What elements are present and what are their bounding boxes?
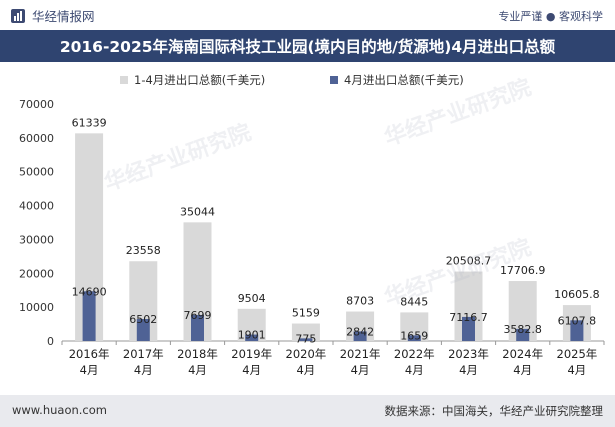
data-label-april: 1659 xyxy=(400,329,428,342)
bar-total xyxy=(291,323,320,341)
brand[interactable]: 华经情报网 xyxy=(10,6,95,25)
data-label-total: 5159 xyxy=(292,307,320,320)
y-tick-label: 30000 xyxy=(19,233,54,246)
data-label-april: 7116.7 xyxy=(449,311,488,324)
y-tick-label: 20000 xyxy=(19,267,54,280)
data-label-total: 35044 xyxy=(180,205,215,218)
data-label-april: 775 xyxy=(295,332,316,345)
bar-chart: 1-4月进出口总额(千美元) 4月进出口总额(千美元) 0 10000 20000 300… xyxy=(19,73,605,377)
legend-label-0: 1-4月进出口总额(千美元) xyxy=(134,73,265,87)
bar-april xyxy=(353,331,367,341)
brand-logo-icon xyxy=(11,8,25,23)
y-tick-label: 50000 xyxy=(19,166,54,179)
footer: www.huaon.com 数据来源：中国海关，华经产业研究院整理 xyxy=(0,395,615,427)
data-label-april: 7699 xyxy=(184,309,212,322)
bar-april xyxy=(82,291,96,341)
data-label-april: 6107.8 xyxy=(558,314,597,327)
y-tick-label: 70000 xyxy=(19,98,54,111)
legend-swatch-1 xyxy=(330,76,338,84)
brand-name: 华经情报网 xyxy=(32,9,95,24)
bar-april xyxy=(407,335,421,341)
data-label-april: 1901 xyxy=(238,329,266,342)
legend-swatch-0 xyxy=(120,76,128,84)
bar-april xyxy=(516,328,530,341)
bar-april xyxy=(136,318,150,341)
y-tick-label: 40000 xyxy=(19,200,54,213)
x-tick-label: 2025年 4月 xyxy=(557,347,598,377)
x-tick-label: 2020年 4月 xyxy=(286,347,327,377)
legend-label-1: 4月进出口总额(千美元) xyxy=(344,73,464,87)
x-tick-label: 2019年 4月 xyxy=(231,347,272,377)
bar-april xyxy=(245,334,259,341)
data-label-total: 17706.9 xyxy=(500,264,546,277)
data-label-total: 23558 xyxy=(126,244,161,257)
y-tick-label: 10000 xyxy=(19,301,54,314)
data-label-total: 61339 xyxy=(72,116,107,129)
bar-april xyxy=(191,314,204,341)
data-label-total: 20508.7 xyxy=(446,255,492,268)
x-tick-label: 2016年 4月 xyxy=(69,347,110,377)
x-tick-label: 2018年 4月 xyxy=(177,347,218,377)
top-bar: 华经情报网 专业严谨 ● 客观科学 xyxy=(0,0,615,30)
x-tick-label: 2024年 4月 xyxy=(502,347,543,377)
bar-april xyxy=(570,320,584,341)
data-label-april: 3582.8 xyxy=(503,323,542,336)
data-label-total: 10605.8 xyxy=(554,288,600,301)
bar-april xyxy=(299,338,313,341)
chart-title: 2016-2025年海南国际科技工业园(境内目的地/货源地)4月进出口总额 xyxy=(0,30,615,62)
x-tick-label: 2023年 4月 xyxy=(448,347,489,377)
y-tick-label: 60000 xyxy=(19,132,54,145)
x-tick-label: 2017年 4月 xyxy=(123,347,164,377)
bar-april xyxy=(462,316,475,341)
data-label-april: 14690 xyxy=(72,285,107,298)
data-label-total: 8703 xyxy=(346,295,374,308)
x-tick-label: 2021年 4月 xyxy=(340,347,381,377)
tagline: 专业严谨 ● 客观科学 xyxy=(498,10,603,23)
data-label-april: 6502 xyxy=(129,313,157,326)
x-tick-label: 2022年 4月 xyxy=(394,347,435,377)
y-tick-label: 0 xyxy=(47,335,54,348)
data-label-total: 8445 xyxy=(400,295,428,308)
data-label-april: 2842 xyxy=(346,325,374,338)
data-label-total: 9504 xyxy=(238,292,266,305)
footer-source: 数据来源：中国海关，华经产业研究院整理 xyxy=(384,404,604,418)
footer-site-link[interactable]: www.huaon.com xyxy=(12,403,107,417)
